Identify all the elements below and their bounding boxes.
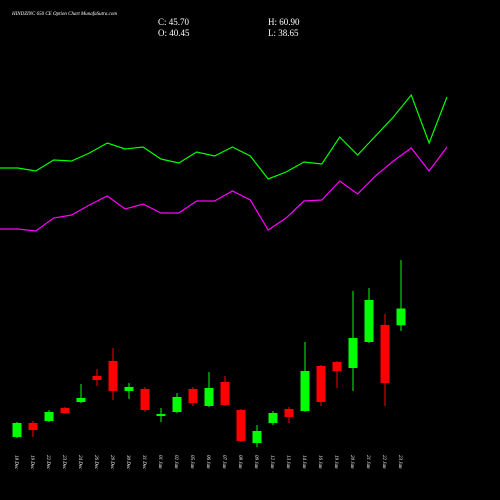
candle-body [284, 408, 294, 417]
x-tick-label: 01 Jan [157, 455, 162, 469]
close-label: C: 45.70 [158, 17, 190, 27]
candle-body [172, 396, 182, 412]
x-tick-label: 14 Jan [301, 455, 306, 469]
x-tick-label: 05 Jan [189, 455, 194, 469]
candle-body [332, 361, 342, 371]
low-label: L: 38.65 [268, 28, 299, 38]
high-label: H: 60.90 [268, 17, 300, 27]
x-tick-label: 26 Dec [93, 455, 98, 470]
x-tick-label: 09 Jan [253, 455, 258, 469]
x-tick-label: 31 Dec [141, 455, 146, 470]
x-tick-label: 02 Jan [173, 455, 178, 469]
x-tick-label: 19 Dec [29, 455, 34, 470]
candle-body [140, 388, 150, 410]
candle-body [268, 412, 278, 423]
x-tick-label: 23 Jan [397, 455, 402, 469]
x-tick-label: 07 Jan [221, 455, 226, 469]
indicator-line [0, 93, 448, 180]
candle-body [44, 411, 54, 421]
x-tick-label: 30 Dec [125, 455, 130, 470]
x-tick-label: 19 Jan [333, 455, 338, 469]
candle-body [188, 388, 198, 403]
indicator-line [0, 146, 448, 232]
candle-body [316, 365, 326, 402]
x-tick-label: 22 Dec [45, 455, 50, 470]
candle-body [156, 413, 166, 416]
candle-body [252, 430, 262, 443]
x-tick-label: 12 Jan [269, 455, 274, 469]
x-tick-label: 18 Dec [13, 455, 18, 470]
open-label: O: 40.45 [158, 28, 190, 38]
x-tick-label: 22 Jan [381, 455, 386, 469]
candle-body [220, 381, 230, 405]
candle-body [236, 409, 246, 441]
candle-body [124, 386, 134, 391]
candle-body [108, 360, 118, 391]
x-tick-label: 20 Jan [349, 455, 354, 469]
x-tick-label: 06 Jan [205, 455, 210, 469]
candle-body [76, 397, 86, 402]
x-tick-label: 21 Jan [365, 455, 370, 469]
x-tick-label: 08 Jan [237, 455, 242, 469]
candle-body [364, 299, 374, 342]
candle-body [300, 370, 310, 411]
candle-body [12, 422, 22, 437]
candle-body [396, 308, 406, 326]
candle-body [28, 422, 38, 430]
x-tick-label: 16 Jan [317, 455, 322, 469]
x-tick-label: 29 Dec [109, 455, 114, 470]
candle-body [380, 324, 390, 383]
candle-body [60, 407, 70, 413]
x-tick-label: 24 Dec [77, 455, 82, 470]
candle-body [348, 337, 358, 368]
chart-title: HINDZINC 650 CE Option Chart MunafaSutra… [11, 12, 117, 17]
candle-body [92, 375, 102, 380]
x-tick-label: 13 Jan [285, 455, 290, 469]
x-tick-label: 23 Dec [61, 455, 66, 470]
candle-body [204, 387, 214, 406]
